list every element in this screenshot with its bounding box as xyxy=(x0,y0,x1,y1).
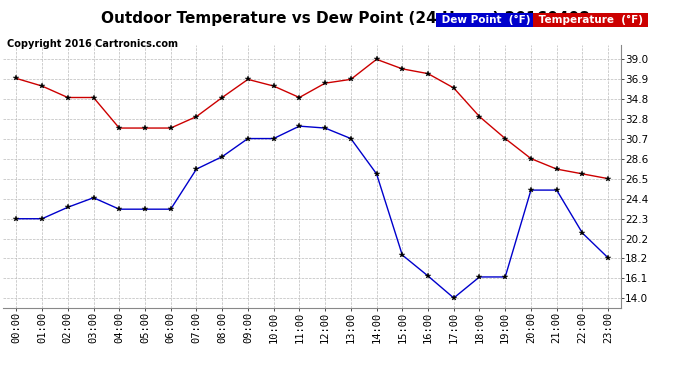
Text: Copyright 2016 Cartronics.com: Copyright 2016 Cartronics.com xyxy=(7,39,178,50)
Text: Dew Point  (°F): Dew Point (°F) xyxy=(438,15,534,25)
Text: Temperature  (°F): Temperature (°F) xyxy=(535,15,647,25)
Text: Outdoor Temperature vs Dew Point (24 Hours) 20160408: Outdoor Temperature vs Dew Point (24 Hou… xyxy=(101,11,589,26)
